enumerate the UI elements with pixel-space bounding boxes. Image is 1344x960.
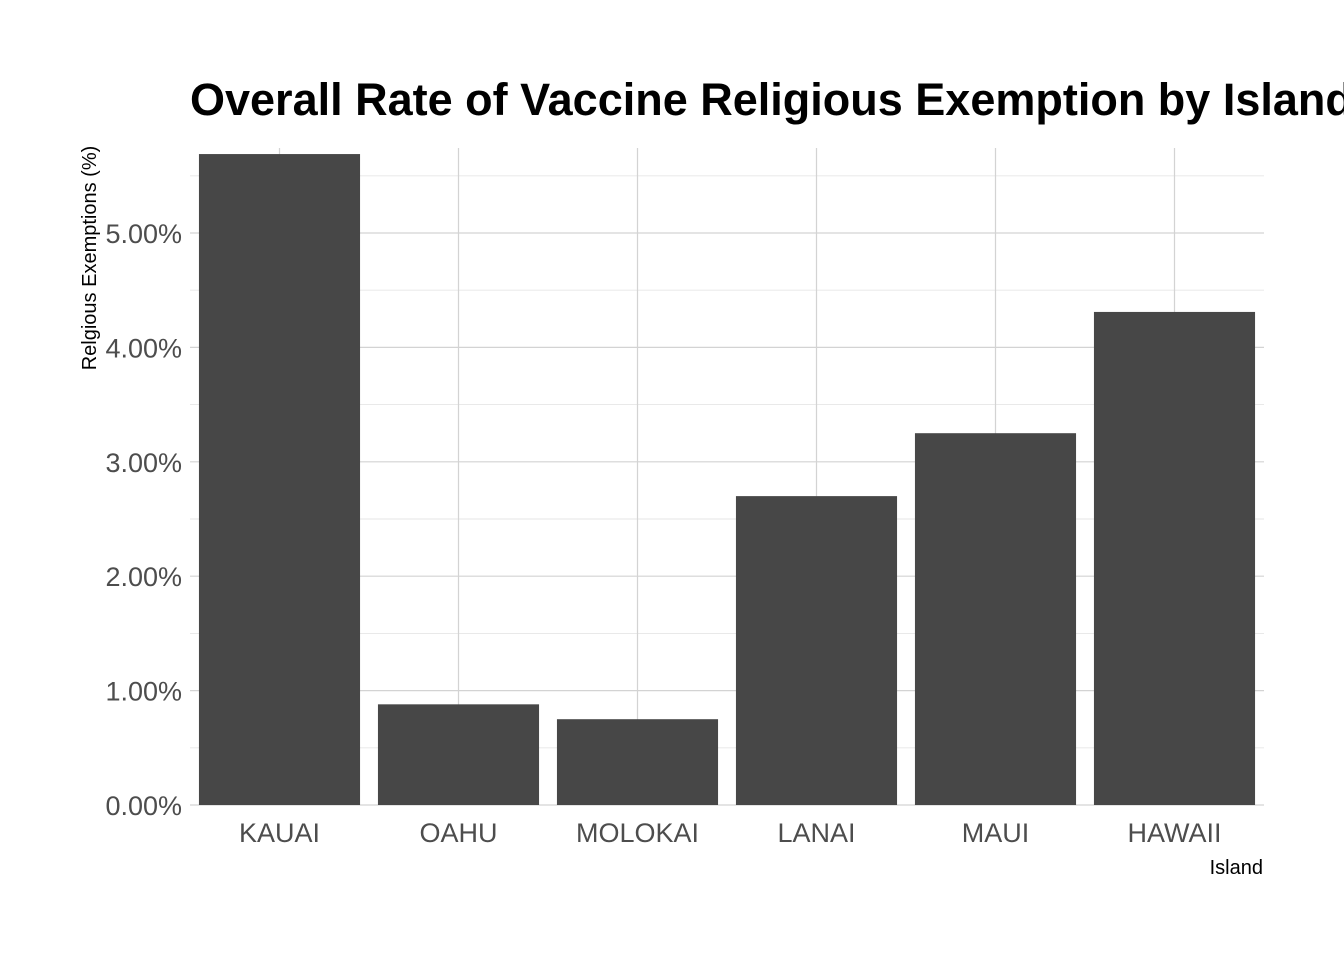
y-tick-label: 3.00%: [105, 448, 182, 478]
y-tick-label: 5.00%: [105, 219, 182, 249]
x-tick-label: MAUI: [962, 818, 1030, 848]
y-axis-title: Relgious Exemptions (%): [79, 146, 101, 371]
x-tick-label: LANAI: [777, 818, 855, 848]
y-tick-label: 1.00%: [105, 677, 182, 707]
bar-lanai: [735, 496, 898, 805]
bar-oahu: [377, 704, 540, 805]
bar-maui: [914, 433, 1077, 805]
y-tick-label: 4.00%: [105, 333, 182, 363]
y-tick-label: 2.00%: [105, 562, 182, 592]
y-tick-label: 0.00%: [105, 791, 182, 821]
chart-title: Overall Rate of Vaccine Religious Exempt…: [190, 74, 1344, 125]
x-axis-ticks: KAUAI OAHU MOLOKAI LANAI MAUI HAWAII: [239, 818, 1222, 848]
bar-kauai: [198, 154, 361, 806]
x-tick-label: OAHU: [419, 818, 497, 848]
x-tick-label: KAUAI: [239, 818, 320, 848]
y-axis-ticks: 0.00% 1.00% 2.00% 3.00% 4.00% 5.00%: [105, 219, 182, 821]
bar-hawaii: [1093, 311, 1256, 805]
x-tick-label: MOLOKAI: [576, 818, 699, 848]
x-tick-label: HAWAII: [1128, 818, 1222, 848]
bars: [198, 154, 1256, 806]
bar-molokai: [556, 719, 719, 805]
x-axis-title: Island: [1210, 857, 1263, 879]
